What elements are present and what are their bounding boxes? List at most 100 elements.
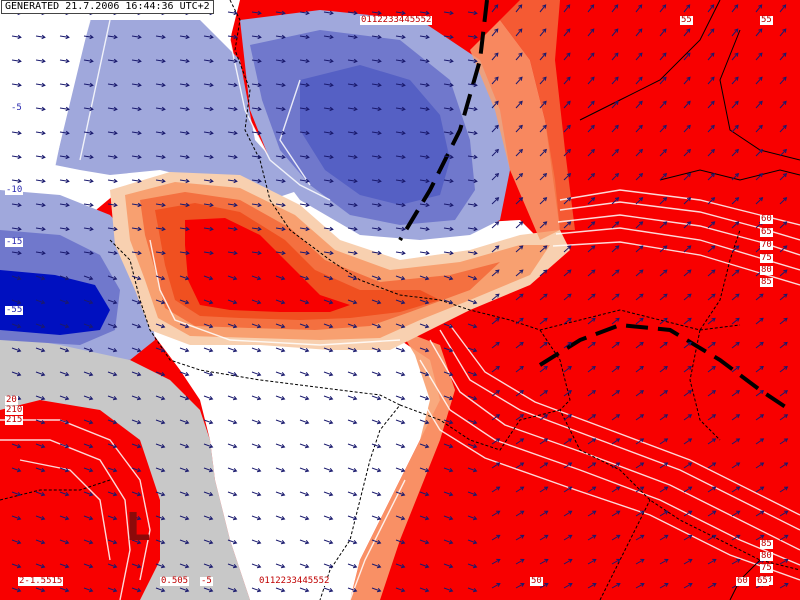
wind-arrow-head xyxy=(208,492,214,497)
wind-arrow xyxy=(563,293,572,301)
wind-arrow xyxy=(611,342,620,349)
wind-arrow-head xyxy=(161,178,166,184)
wind-arrow-head xyxy=(16,348,22,353)
wind-arrow xyxy=(755,101,763,109)
wind-arrow-head xyxy=(88,588,94,593)
wind-arrow xyxy=(83,131,93,134)
wind-arrow-head xyxy=(304,516,310,521)
wind-arrow xyxy=(227,59,237,62)
wind-arrow-head xyxy=(448,516,454,521)
wind-arrow-head xyxy=(662,76,667,81)
wind-arrow xyxy=(443,227,453,230)
wind-arrow-head xyxy=(639,293,644,298)
wind-arrow-head xyxy=(616,583,621,587)
wind-arrow xyxy=(179,59,189,62)
wind-arrow-head xyxy=(352,588,358,593)
wind-arrow xyxy=(587,462,596,469)
wind-arrow xyxy=(539,76,547,85)
wind-arrow-head xyxy=(783,438,789,443)
wind-arrow xyxy=(371,395,381,400)
wind-arrow-head xyxy=(542,100,547,105)
wind-arrow xyxy=(227,539,237,544)
wind-arrow-head xyxy=(544,558,549,563)
wind-arrow-head xyxy=(256,348,262,353)
wind-arrow-head xyxy=(184,276,190,281)
wind-arrow-head xyxy=(184,564,190,569)
wind-arrow-head xyxy=(257,202,262,208)
wind-arrow-head xyxy=(16,372,22,377)
wind-arrow xyxy=(59,419,69,424)
wind-arrow xyxy=(299,11,309,14)
wind-arrow xyxy=(587,342,596,349)
wind-arrow xyxy=(155,35,165,38)
wind-arrow-head xyxy=(424,564,430,569)
wind-arrow xyxy=(659,76,667,85)
wind-arrow-head xyxy=(41,82,46,88)
wind-arrow-head xyxy=(710,100,715,105)
wind-arrow xyxy=(155,131,165,134)
wind-arrow xyxy=(347,131,357,134)
wind-arrow-head xyxy=(400,468,406,473)
wind-arrow-head xyxy=(473,58,478,64)
wind-arrow-head xyxy=(136,420,142,425)
wind-arrow-head xyxy=(472,588,478,593)
wind-arrow-head xyxy=(425,154,430,160)
wind-arrow xyxy=(275,347,285,352)
wind-arrow-head xyxy=(208,372,214,377)
wind-arrow xyxy=(395,251,405,254)
wind-arrow xyxy=(323,515,333,520)
wind-arrow xyxy=(635,462,644,469)
wind-arrow xyxy=(443,155,453,158)
wind-arrow xyxy=(35,251,45,254)
wind-arrow-head xyxy=(662,52,667,57)
wind-arrow-head xyxy=(518,172,524,178)
wind-arrow-head xyxy=(518,148,523,154)
wind-arrow-head xyxy=(710,4,715,9)
wind-arrow xyxy=(323,371,333,376)
wind-arrow-head xyxy=(496,558,501,563)
wind-arrow-head xyxy=(783,390,789,395)
wind-arrow-head xyxy=(494,124,499,129)
wind-arrow xyxy=(35,107,45,110)
wind-arrow xyxy=(251,35,261,38)
wind-arrow-head xyxy=(280,516,286,521)
wind-arrow xyxy=(443,515,453,520)
wind-arrow-head xyxy=(281,226,286,232)
wind-arrow xyxy=(731,52,739,61)
wind-arrow-head xyxy=(208,300,214,305)
wind-arrow-head xyxy=(759,317,764,322)
wind-arrow-head xyxy=(712,510,717,515)
wind-arrow xyxy=(659,293,668,301)
wind-arrow-head xyxy=(304,276,310,281)
wind-arrow-head xyxy=(638,100,643,105)
wind-arrow-head xyxy=(663,245,668,250)
wind-arrow-head xyxy=(424,492,430,497)
wind-arrow-head xyxy=(40,540,46,545)
wind-arrow-head xyxy=(543,341,548,346)
wind-arrow xyxy=(299,203,309,206)
wind-arrow xyxy=(611,293,620,301)
wind-arrow-head xyxy=(280,372,286,377)
wind-arrow xyxy=(707,76,715,85)
wind-arrow-head xyxy=(304,468,310,473)
wind-arrow xyxy=(587,293,596,301)
wind-arrow xyxy=(515,221,523,229)
wind-arrow-head xyxy=(520,486,525,491)
wind-arrow xyxy=(11,539,21,544)
wind-arrow xyxy=(515,76,523,85)
wind-arrow-head xyxy=(495,462,501,467)
wind-arrow xyxy=(611,101,619,109)
wind-arrow xyxy=(107,131,117,134)
wind-arrow xyxy=(59,35,69,38)
wind-arrow-head xyxy=(735,293,740,298)
wind-arrow xyxy=(779,125,787,133)
wind-arrow-head xyxy=(735,341,740,346)
wind-arrow xyxy=(179,419,189,424)
wind-arrow-head xyxy=(16,396,22,401)
wind-arrow xyxy=(419,299,429,304)
wind-arrow xyxy=(11,131,21,134)
wind-arrow xyxy=(299,275,309,280)
wind-arrow-head xyxy=(544,510,549,515)
wind-arrow xyxy=(707,101,715,109)
field-neutral-center xyxy=(150,330,440,600)
